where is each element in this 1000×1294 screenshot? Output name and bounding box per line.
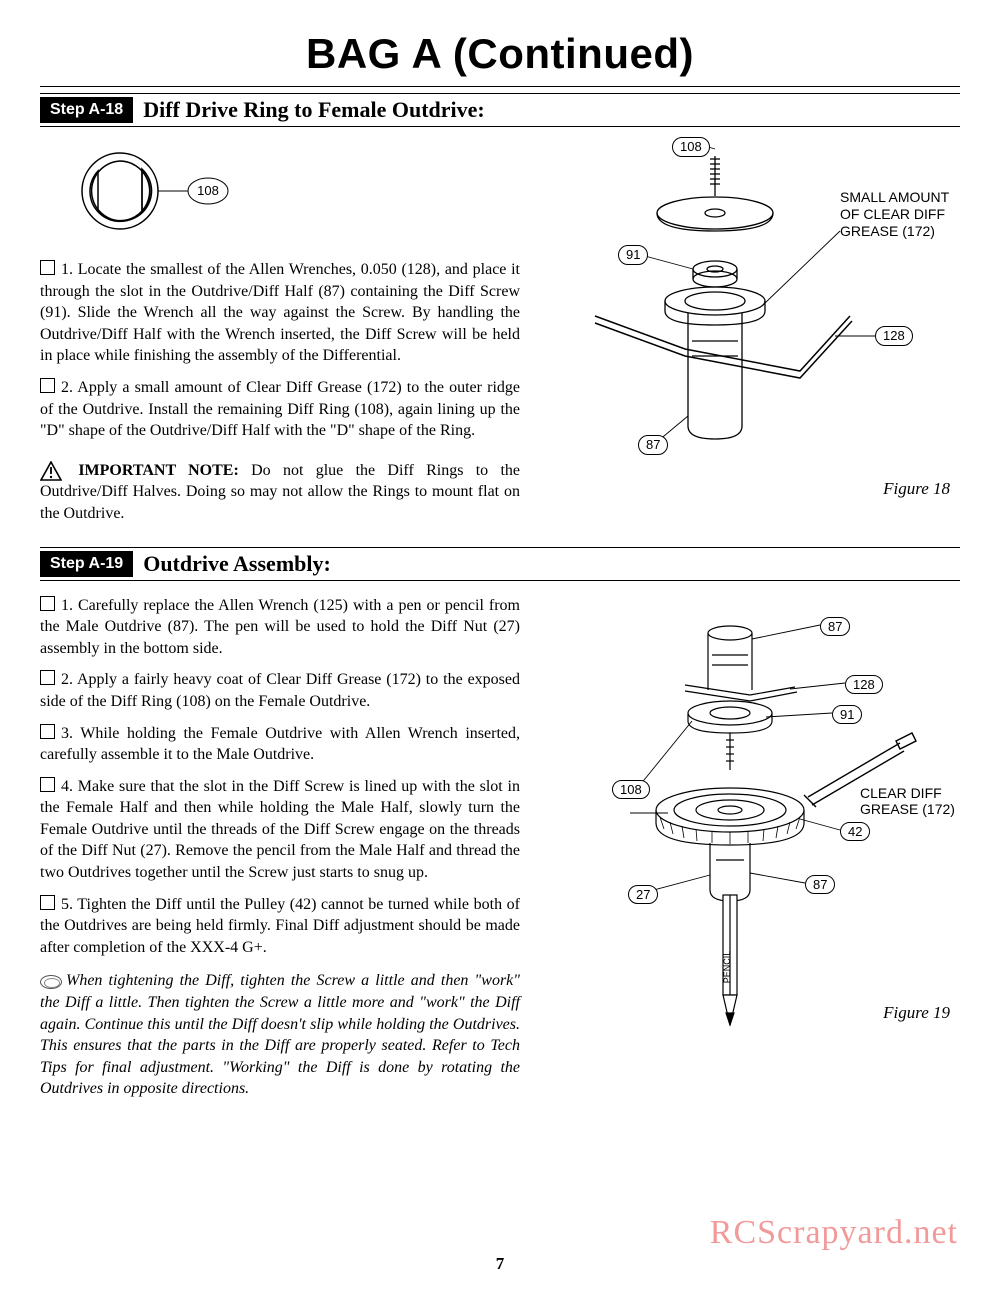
checkbox-icon <box>40 895 55 910</box>
step-a19-badge: Step A-19 <box>40 551 133 577</box>
callout-128b: 128 <box>845 675 883 695</box>
step-a19-left: 1. Carefully replace the Allen Wrench (1… <box>40 595 520 1100</box>
a19-tip-text: When tightening the Diff, tighten the Sc… <box>40 972 520 1097</box>
checkbox-icon <box>40 670 55 685</box>
checkbox-icon <box>40 596 55 611</box>
a19-item-5-text: 5. Tighten the Diff until the Pulley (42… <box>40 896 520 956</box>
page-title: BAG A (Continued) <box>40 30 960 78</box>
callout-42: 42 <box>840 822 870 842</box>
a19-item-2-text: 2. Apply a fairly heavy coat of Clear Di… <box>40 671 520 710</box>
step-a19-figure: PENCIL 87 128 91 108 27 42 27 87 CLEAR D… <box>540 595 960 1100</box>
figure-19-svg: PENCIL <box>540 595 940 1055</box>
tip-icon <box>40 975 62 989</box>
a18-item-1: 1. Locate the smallest of the Allen Wren… <box>40 259 520 367</box>
step-a19-header: Step A-19 Outdrive Assembly: <box>40 547 960 581</box>
callout-87b: 87 <box>805 875 835 895</box>
a19-item-2: 2. Apply a fairly heavy coat of Clear Di… <box>40 669 520 712</box>
step-a19-body: 1. Carefully replace the Allen Wrench (1… <box>40 595 960 1100</box>
a18-item-2-text: 2. Apply a small amount of Clear Diff Gr… <box>40 379 520 439</box>
a19-item-1-text: 1. Carefully replace the Allen Wrench (1… <box>40 597 520 657</box>
callout-91b: 91 <box>832 705 862 725</box>
callout-91: 91 <box>618 245 648 265</box>
watermark: RCScrapyard.net <box>710 1214 958 1252</box>
step-a18-title: Diff Drive Ring to Female Outdrive: <box>143 97 485 123</box>
callout-27b: 27 <box>628 885 658 905</box>
callout-87a: 87 <box>820 617 850 637</box>
a19-item-5: 5. Tighten the Diff until the Pulley (42… <box>40 894 520 959</box>
a18-note-label: IMPORTANT NOTE: <box>78 462 239 479</box>
a19-item-1: 1. Carefully replace the Allen Wrench (1… <box>40 595 520 660</box>
checkbox-icon <box>40 378 55 393</box>
callout-128: 128 <box>875 326 913 346</box>
callout-108b: 108 <box>612 780 650 800</box>
a18-item-2: 2. Apply a small amount of Clear Diff Gr… <box>40 377 520 442</box>
a19-tip: When tightening the Diff, tighten the Sc… <box>40 970 520 1100</box>
checkbox-icon <box>40 724 55 739</box>
a19-item-4: 4. Make sure that the slot in the Diff S… <box>40 776 520 884</box>
part-108-label: 108 <box>197 183 219 198</box>
step-a18-body: 108 1. Locate the smallest of the Allen … <box>40 141 960 525</box>
a18-item-1-text: 1. Locate the smallest of the Allen Wren… <box>40 261 520 364</box>
figure-19-caption: Figure 19 <box>883 1003 950 1023</box>
callout-87: 87 <box>638 435 668 455</box>
a19-item-3: 3. While holding the Female Outdrive wit… <box>40 723 520 766</box>
step-a18-left: 108 1. Locate the smallest of the Allen … <box>40 141 520 525</box>
step-a18-badge: Step A-18 <box>40 97 133 123</box>
figure-18-caption: Figure 18 <box>883 479 950 499</box>
callout-grease-text: SMALL AMOUNT OF CLEAR DIFF GREASE (172) <box>840 189 960 239</box>
title-rule <box>40 86 960 87</box>
a19-item-4-text: 4. Make sure that the slot in the Diff S… <box>40 778 520 881</box>
warning-icon <box>40 461 62 481</box>
callout-108: 108 <box>672 137 710 157</box>
step-a18-figure: 108 91 128 87 SMALL AMOUNT OF CLEAR DIFF… <box>540 141 960 525</box>
a18-important-note: IMPORTANT NOTE: Do not glue the Diff Rin… <box>40 460 520 525</box>
pencil-label: PENCIL <box>722 950 732 983</box>
checkbox-icon <box>40 260 55 275</box>
step-a18-header: Step A-18 Diff Drive Ring to Female Outd… <box>40 93 960 127</box>
step-a19-title: Outdrive Assembly: <box>143 551 331 577</box>
part-108-icon: 108 <box>40 141 520 241</box>
page-number: 7 <box>0 1254 1000 1274</box>
checkbox-icon <box>40 777 55 792</box>
a19-item-3-text: 3. While holding the Female Outdrive wit… <box>40 725 520 764</box>
callout-grease-text-2: CLEAR DIFF GREASE (172) <box>860 785 960 819</box>
